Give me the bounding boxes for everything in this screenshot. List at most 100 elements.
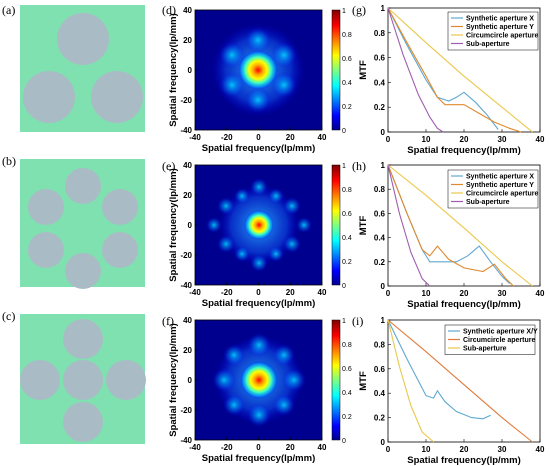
legend-entry: Circumcircle aperture [466,191,538,198]
psf-y-tick-label: -40 [180,436,192,445]
mtf-y-tick-label: 1 [381,161,386,170]
mtf-y-tick-label: 1 [381,4,386,13]
psf-core [238,50,278,90]
colorbar-tick-label: 0 [342,283,346,290]
psf-map-e: (e) [162,159,323,286]
mtf-x-tick-label: 40 [536,135,545,144]
psf-lobe [247,333,271,357]
mtf-y-tick-label: 0.4 [374,389,386,398]
psf-y-tick-label: 0 [188,66,193,75]
psf-x-tick-label: 40 [318,288,327,297]
sub-aperture-circle [65,253,101,289]
colorbar-tick-label: 0 [342,128,346,135]
psf-map-f: (f) [162,314,323,441]
colorbar-e-scale [331,164,341,286]
mtf-y-tick-label: 0.4 [374,78,386,87]
mtf-y-tick-label: 0.8 [374,29,386,38]
colorbar-tick-label: 0.6 [342,366,352,373]
psf-x-tick-label: 40 [318,443,327,452]
sub-aperture-circle [28,232,64,268]
psf-lobe [223,344,245,366]
psf-lobe [245,27,271,53]
colorbar-tick-label: 0.2 [342,259,352,266]
colorbar-d-scale [331,9,341,131]
psf-x-tick-label: 0 [256,288,261,297]
colorbar-tick-label: 1 [342,163,346,170]
psf-y-tick-label: 20 [183,36,192,45]
psf-y-tick-label: -20 [180,406,192,415]
colorbar-tick-label: 0 [342,438,346,445]
colorbar-tick-label: 1 [342,8,346,15]
colorbar-f [331,319,341,441]
psf-d-lobes [212,24,304,116]
legend-entry: Synthetic aperture X [466,174,534,181]
psf-x-tick-label: 0 [256,133,261,142]
psf-core [244,210,274,240]
sub-aperture-circle [65,168,101,204]
colorbar-tick-label: 0.4 [342,390,352,397]
mtf-y-tick-label: 0 [381,282,386,291]
psf-lobe [273,394,295,416]
mtf-series-line-1 [387,164,514,287]
psf-x-tick-label: -40 [189,133,201,142]
psf-lobe [268,188,284,204]
psf-lobe [234,246,250,262]
psf-x-tick-label: -20 [221,133,233,142]
psf-y-tick-label: 0 [188,376,193,385]
colorbar-tick-label: 0.2 [342,414,352,421]
psf-y-axis-label: Spatial frequency(lp/mm) [168,168,179,282]
psf-y-axis-label: Spatial frequency(lp/mm) [168,13,179,127]
psf-lobe [273,344,295,366]
psf-x-tick-label: -40 [189,443,201,452]
colorbar-tick-label: 0.2 [342,104,352,111]
mtf-x-tick-label: 10 [422,135,431,144]
psf-lobe [247,403,271,427]
colorbar-tick-label: 0.8 [342,342,352,349]
psf-lobe [219,72,245,98]
legend-entry: Circumcircle aperture [463,337,535,344]
legend-entry: Circumcircle aperture [466,33,538,40]
mtf-series-line-1 [387,7,522,133]
mtf-series-line-3 [387,164,431,287]
pupil-b-apertures [28,168,138,289]
mtf-y-tick-label: 0.2 [374,258,386,267]
mtf-series-line-0 [387,319,491,420]
mtf-series-line-2 [387,7,533,133]
mtf-y-tick-label: 0.4 [374,234,386,243]
pupil-a-apertures [23,13,143,123]
mtf-x-tick-label: 40 [536,289,545,298]
mtf-x-tick-label: 0 [386,289,391,298]
psf-lobe [282,368,306,392]
psf-core [240,361,278,399]
sub-aperture-circle [106,360,146,400]
legend-entry: Sub-aperture [463,346,507,353]
psf-y-axis-label: Spatial frequency(lp/mm) [168,323,179,437]
colorbar-d [331,9,341,131]
psf-x-axis-label: Spatial frequency(lp/mm) [202,298,316,309]
mtf-x-tick-label: 20 [460,289,469,298]
psf-x-axis-label: Spatial frequency(lp/mm) [202,143,316,154]
psf-lobe [223,394,245,416]
legend-entry: Synthetic aperture Y [466,182,534,189]
psf-x-tick-label: 40 [318,133,327,142]
mtf-x-tick-label: 20 [460,135,469,144]
mtf-y-tick-label: 0 [381,128,386,137]
panel-label-d: (d) [162,3,176,17]
legend-entry: Synthetic aperture X/Y [463,329,538,336]
mtf-series-line-0 [387,7,499,130]
psf-lobe [212,368,236,392]
psf-y-tick-label: 40 [183,6,192,15]
colorbar-tick-label: 0.6 [342,211,352,218]
mtf-y-tick-label: 1 [381,316,386,325]
psf-lobe [250,254,268,272]
colorbar-tick-label: 0.4 [342,80,352,87]
panel-label-e: (e) [162,159,175,173]
colorbar-e [331,164,341,286]
psf-y-tick-label: -40 [180,281,192,290]
sub-aperture-circle [23,71,75,123]
mtf-x-tick-label: 40 [536,445,545,454]
psf-f-lobes [212,333,306,427]
sub-aperture-circle [102,232,138,268]
mtf-y-tick-label: 0.8 [374,185,386,194]
